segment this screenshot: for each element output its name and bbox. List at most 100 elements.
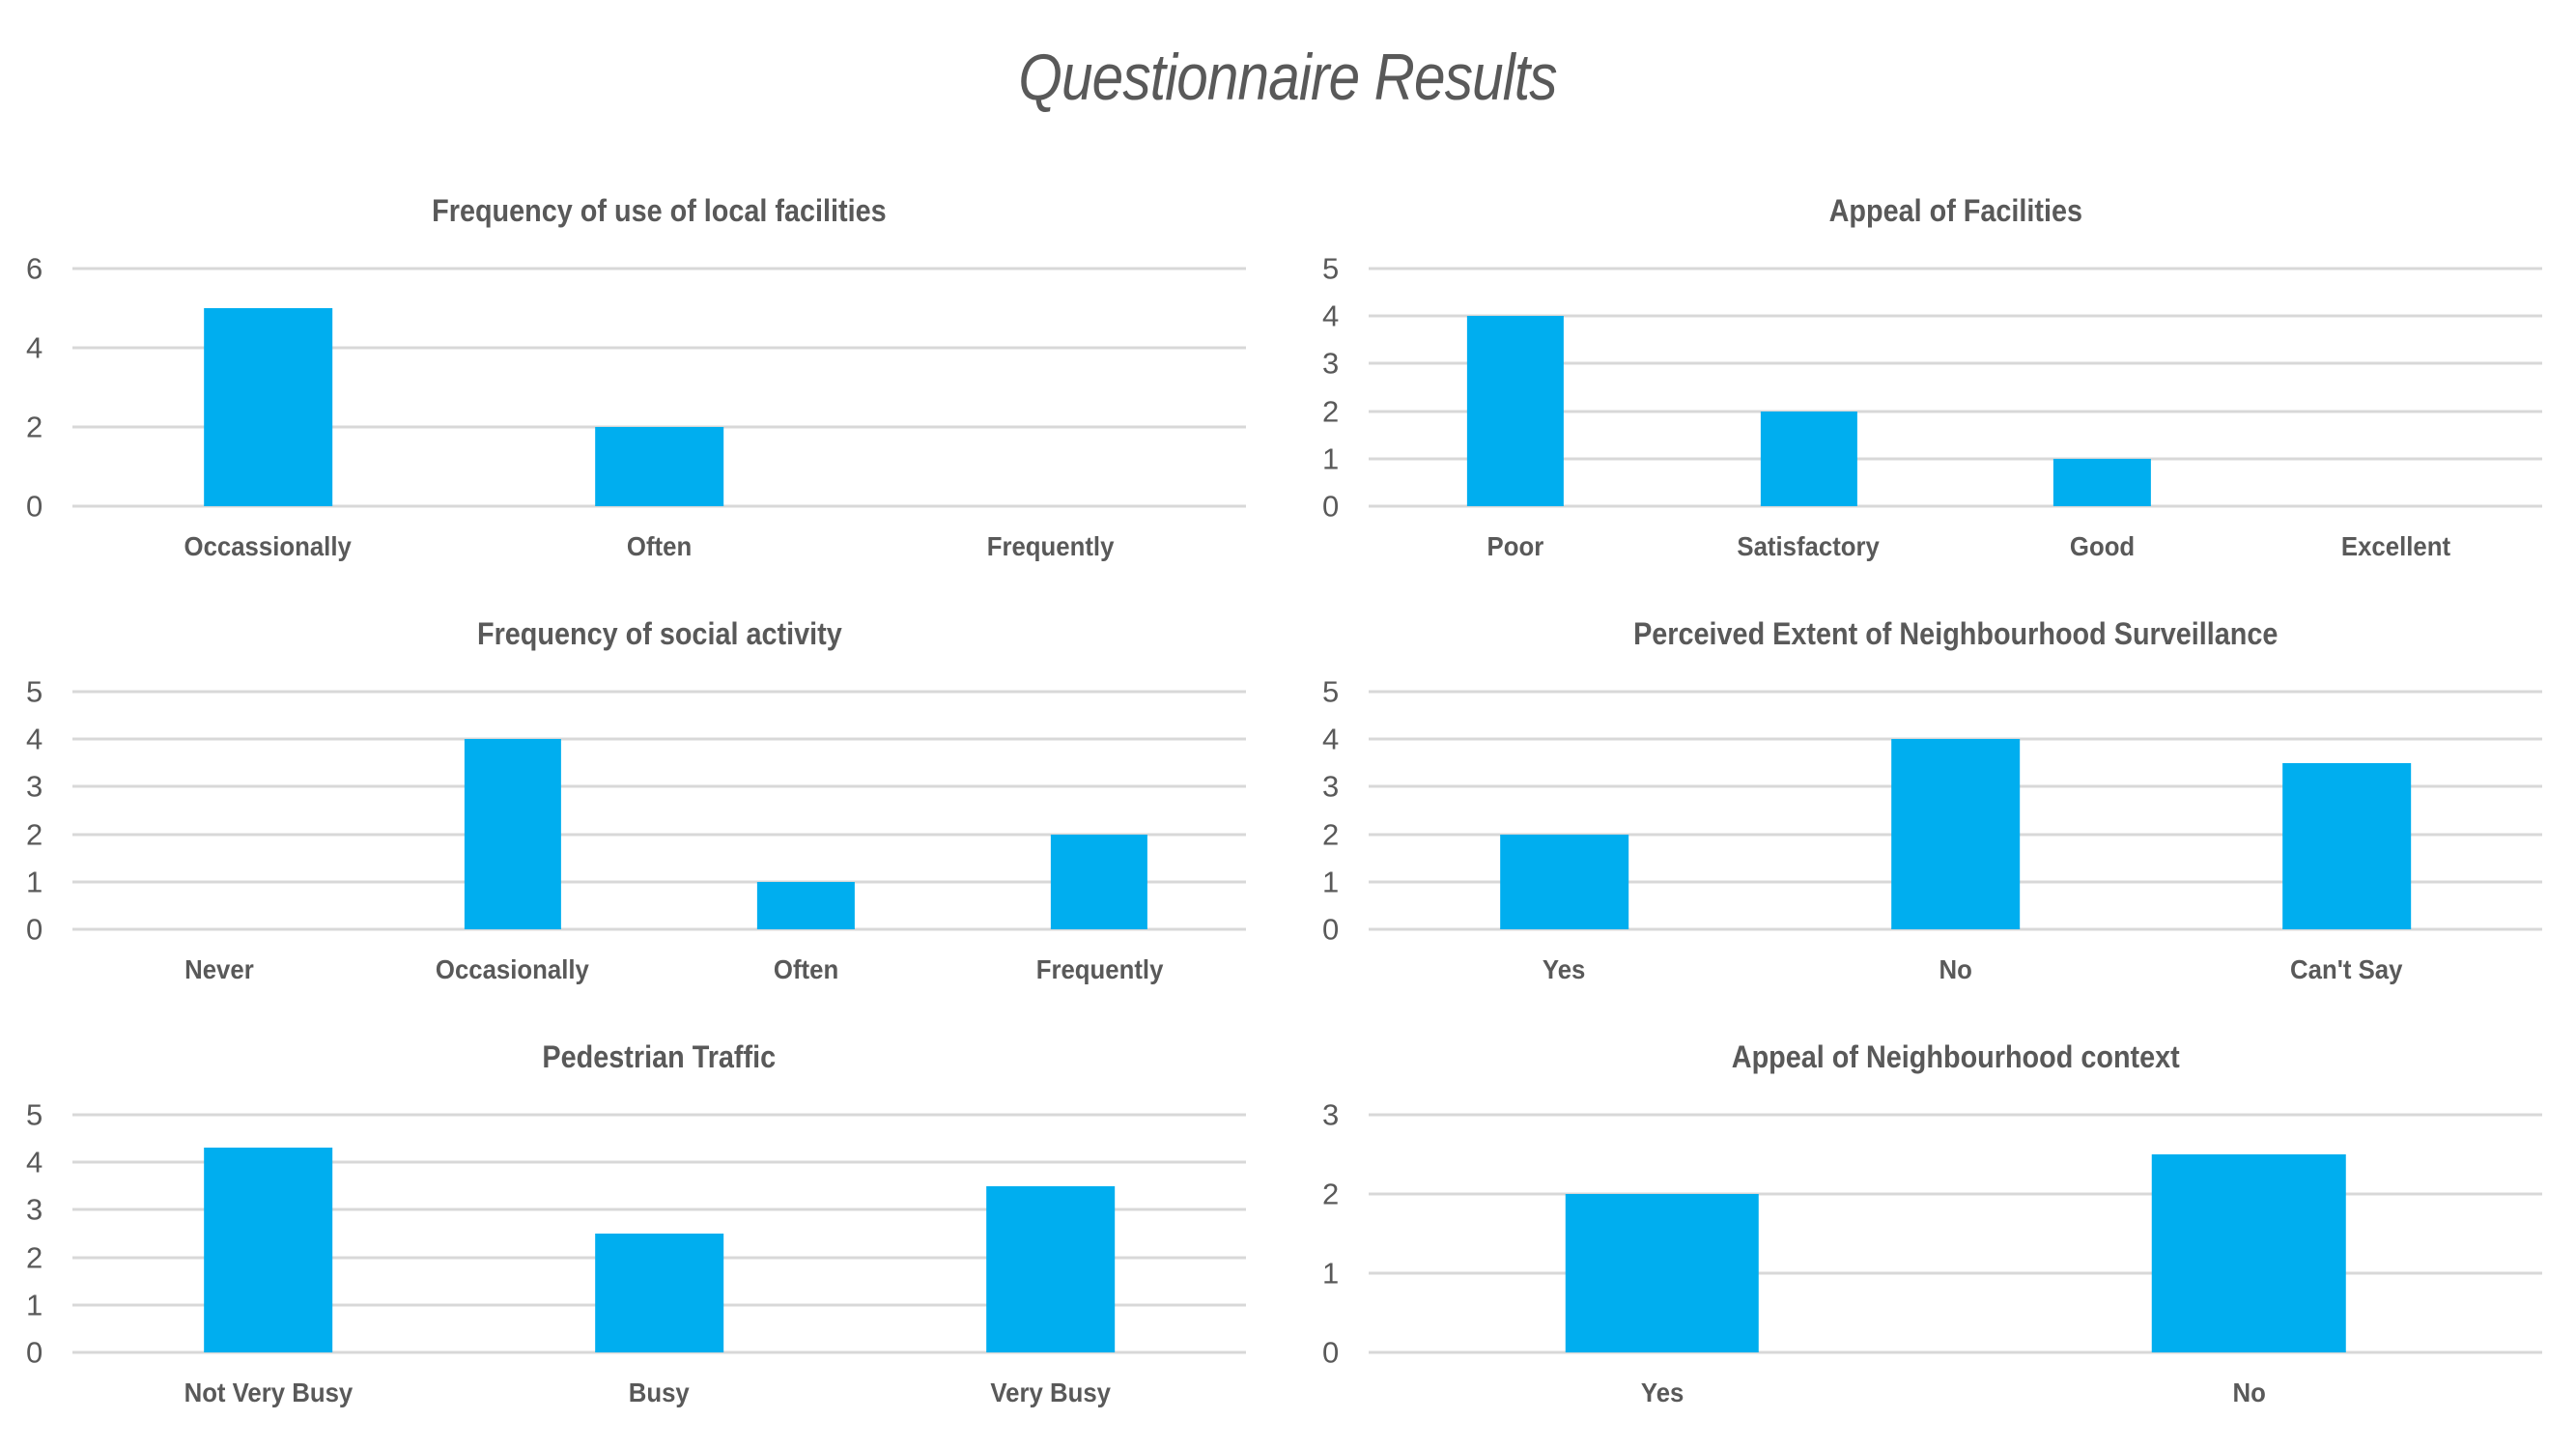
x-axis-category-label-text: Very Busy xyxy=(990,1378,1111,1407)
y-axis-tick-label: 2 xyxy=(1322,817,1340,852)
gridline xyxy=(1369,1192,2542,1196)
bar xyxy=(1760,411,1857,506)
y-axis-tick-label: 6 xyxy=(26,251,43,286)
gridline xyxy=(1369,457,2542,461)
gridline xyxy=(1369,267,2542,270)
bar xyxy=(1499,834,1629,929)
x-axis-category-label: Occassionally xyxy=(72,531,464,562)
y-axis-tick-label: 0 xyxy=(1322,1335,1340,1370)
y-axis-tick-label: 0 xyxy=(26,912,43,947)
bar xyxy=(2152,1154,2346,1352)
x-axis-category-label-text: Excellent xyxy=(2340,531,2450,561)
gridline xyxy=(72,504,1246,508)
chart-panel-neighbourhood-surveillance: Perceived Extent of Neighbourhood Survei… xyxy=(1320,578,2566,993)
y-axis-tick-label: 3 xyxy=(26,769,43,804)
chart-title: Pedestrian Traffic xyxy=(542,1038,777,1074)
category-slot xyxy=(2151,692,2542,929)
x-axis-category-label: Excellent xyxy=(2249,531,2542,562)
x-axis: Occassionally Often Frequently xyxy=(72,531,1246,562)
bar-series xyxy=(72,692,1246,929)
gridline xyxy=(72,1208,1246,1211)
plot-area: 0 1 2 3 4 5 xyxy=(24,1100,1270,1368)
category-slot xyxy=(1760,692,2151,929)
x-axis-category-label-text: Occasionally xyxy=(436,954,590,984)
x-axis-category-label-text: Can't Say xyxy=(2290,954,2403,984)
gridline xyxy=(72,927,1246,931)
bar xyxy=(2281,762,2412,929)
gridline xyxy=(1369,314,2542,318)
x-axis-category-label: Busy xyxy=(464,1378,855,1408)
y-axis-tick-label: 1 xyxy=(26,1288,43,1322)
x-axis-category-label-text: Not Very Busy xyxy=(184,1378,353,1407)
bar xyxy=(1565,1194,1759,1352)
x-axis-category-label: Often xyxy=(464,531,855,562)
gridline xyxy=(1369,504,2542,508)
bar xyxy=(203,1148,333,1352)
y-axis: 0 1 2 3 4 5 xyxy=(1320,254,1365,522)
gridline xyxy=(72,1350,1246,1354)
page-header: Questionnaire Results xyxy=(0,0,2576,155)
y-axis-tick-label: 5 xyxy=(26,1097,43,1132)
y-axis-tick-label: 1 xyxy=(1322,865,1340,899)
chart-panel-appeal-of-neighbourhood-context: Appeal of Neighbourhood context 0 1 2 3 Yes… xyxy=(1320,1001,2566,1416)
category-slot xyxy=(952,692,1246,929)
bar xyxy=(464,739,561,929)
category-slot xyxy=(1369,1115,1956,1352)
category-slot xyxy=(464,269,855,506)
y-axis-tick-label: 4 xyxy=(26,330,43,365)
gridline xyxy=(1369,1350,2542,1354)
y-axis: 0 1 2 3 4 5 xyxy=(24,677,69,945)
x-axis-category-label: Very Busy xyxy=(855,1378,1246,1408)
x-axis-category-label: Good xyxy=(1956,531,2250,562)
y-axis-tick-label: 5 xyxy=(1322,674,1340,709)
bar xyxy=(594,1234,724,1352)
category-slot xyxy=(72,692,366,929)
y-axis-tick-label: 1 xyxy=(1322,1256,1340,1291)
gridline xyxy=(1369,1271,2542,1275)
y-axis-tick-label: 2 xyxy=(1322,1177,1340,1211)
x-axis-category-label: Occasionally xyxy=(366,954,660,985)
x-axis-category-label-text: Occassionally xyxy=(184,531,353,561)
x-axis: Never Occasionally Often Frequently xyxy=(72,954,1246,985)
gridline xyxy=(1369,690,2542,694)
y-axis-tick-label: 2 xyxy=(1322,394,1340,429)
chart-title: Appeal of Facilities xyxy=(1828,192,2082,228)
x-axis-category-label-text: Poor xyxy=(1486,531,1544,561)
x-axis-category-label: Yes xyxy=(1369,954,1760,985)
x-axis-category-label-text: Frequently xyxy=(1035,954,1163,984)
category-slot xyxy=(855,1115,1246,1352)
gridline xyxy=(72,346,1246,350)
y-axis-tick-label: 2 xyxy=(26,1240,43,1275)
gridline xyxy=(72,267,1246,270)
y-axis: 0 2 4 6 xyxy=(24,254,69,522)
x-axis-category-label-text: Busy xyxy=(629,1378,690,1407)
x-axis-category-label: Yes xyxy=(1369,1378,1956,1408)
gridline xyxy=(72,690,1246,694)
x-axis-category-label-text: Satisfactory xyxy=(1737,531,1881,561)
bar xyxy=(1890,739,2021,929)
chart-panel-frequency-of-social-activity: Frequency of social activity 0 1 2 3 4 5 Neve… xyxy=(24,578,1270,993)
bar xyxy=(985,1185,1116,1352)
chart-panel-frequency-of-use: Frequency of use of local facilities 0 2 4… xyxy=(24,155,1270,570)
y-axis-tick-label: 0 xyxy=(1322,912,1340,947)
gridline xyxy=(1369,927,2542,931)
chart-title: Appeal of Neighbourhood context xyxy=(1731,1038,2180,1074)
x-axis: Poor Satisfactory Good Excellent xyxy=(1369,531,2542,562)
x-axis-category-label: Often xyxy=(660,954,953,985)
y-axis-tick-label: 3 xyxy=(1322,1097,1340,1132)
x-axis-category-label-text: No xyxy=(2232,1378,2266,1407)
plot-area: 0 2 4 6 xyxy=(24,254,1270,522)
bar xyxy=(1051,834,1148,929)
plot-area: 0 1 2 3 4 5 xyxy=(1320,677,2566,945)
gridline xyxy=(1369,361,2542,365)
bar-series xyxy=(72,269,1246,506)
category-slot xyxy=(72,1115,464,1352)
gridline xyxy=(72,833,1246,837)
page-title: Questionnaire Results xyxy=(1018,41,1558,114)
gridline xyxy=(72,737,1246,741)
bar xyxy=(1466,316,1564,506)
chart-title: Frequency of use of local facilities xyxy=(432,192,887,228)
bar xyxy=(203,308,333,506)
chart-panel-pedestrian-traffic: Pedestrian Traffic 0 1 2 3 4 5 Not Very Busy B… xyxy=(24,1001,1270,1416)
bar-series xyxy=(1369,269,2542,506)
